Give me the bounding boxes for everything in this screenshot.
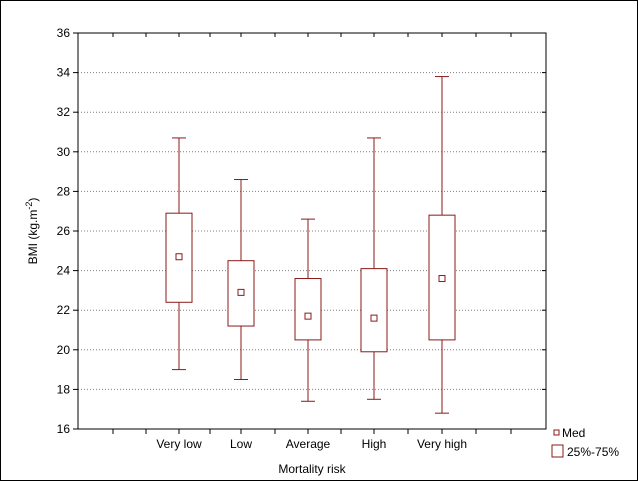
x-tick-label: Very low	[156, 437, 202, 451]
legend-median-label: Med	[562, 426, 585, 440]
iqr-box	[294, 278, 322, 341]
legend-box-label: 25%-75%	[567, 445, 619, 459]
x-axis-title: Mortality risk	[278, 462, 346, 476]
y-tick-label: 30	[57, 145, 71, 159]
median-marker	[304, 312, 312, 320]
y-tick-label: 34	[57, 66, 71, 80]
y-tick-label: 28	[57, 184, 71, 198]
x-tick-label: Average	[286, 437, 331, 451]
y-tick-label: 32	[57, 105, 71, 119]
median-marker	[175, 253, 183, 261]
x-tick-label: Low	[230, 437, 252, 451]
median-marker	[438, 275, 446, 283]
legend-box-swatch	[551, 444, 564, 458]
y-tick-label: 16	[57, 422, 71, 436]
y-axis-title-sup: -2	[24, 202, 34, 210]
y-axis-title: BMI (kg.m-2)	[24, 198, 40, 265]
x-tick-label: Very high	[417, 437, 467, 451]
y-axis-title-base: BMI (kg.m	[26, 210, 40, 265]
y-tick-label: 26	[57, 224, 71, 238]
x-tick-label: High	[362, 437, 387, 451]
median-marker	[370, 314, 378, 322]
iqr-box	[360, 268, 388, 353]
y-tick-label: 24	[57, 264, 71, 278]
legend-median-swatch	[553, 429, 560, 436]
y-tick-label: 36	[57, 26, 71, 40]
y-axis-title-end: )	[26, 198, 40, 202]
median-marker	[237, 288, 245, 296]
y-tick-label: 20	[57, 343, 71, 357]
y-tick-label: 18	[57, 382, 71, 396]
y-tick-label: 22	[57, 303, 71, 317]
